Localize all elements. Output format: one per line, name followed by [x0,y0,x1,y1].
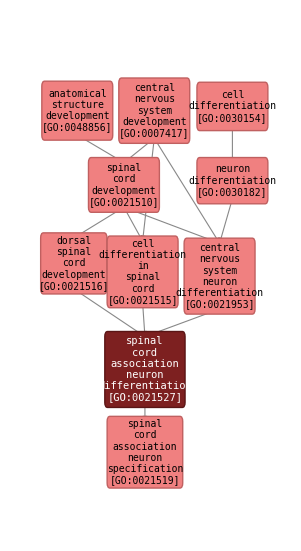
FancyBboxPatch shape [41,233,107,294]
FancyBboxPatch shape [184,238,255,314]
FancyBboxPatch shape [197,82,268,131]
FancyBboxPatch shape [107,417,183,488]
Text: spinal
cord
development
[GO:0021510]: spinal cord development [GO:0021510] [89,163,159,207]
FancyBboxPatch shape [107,236,178,308]
Text: central
nervous
system
development
[GO:0007417]: central nervous system development [GO:0… [119,83,190,138]
Text: anatomical
structure
development
[GO:0048856]: anatomical structure development [GO:004… [42,89,113,132]
FancyBboxPatch shape [88,158,160,212]
Text: spinal
cord
association
neuron
specification
[GO:0021519]: spinal cord association neuron specifica… [107,419,183,485]
Text: dorsal
spinal
cord
development
[GO:0021516]: dorsal spinal cord development [GO:00215… [39,236,109,291]
Text: neuron
differentiation
[GO:0030182]: neuron differentiation [GO:0030182] [188,164,277,197]
Text: spinal
cord
association
neuron
differentiation
[GO:0021527]: spinal cord association neuron different… [98,337,192,402]
FancyBboxPatch shape [42,81,113,140]
Text: central
nervous
system
neuron
differentiation
[GO:0021953]: central nervous system neuron differenti… [175,243,264,309]
Text: cell
differentiation
[GO:0030154]: cell differentiation [GO:0030154] [188,90,277,123]
FancyBboxPatch shape [105,332,185,407]
FancyBboxPatch shape [119,78,190,143]
FancyBboxPatch shape [197,158,268,204]
Text: cell
differentiation
in
spinal
cord
[GO:0021515]: cell differentiation in spinal cord [GO:… [98,239,187,305]
